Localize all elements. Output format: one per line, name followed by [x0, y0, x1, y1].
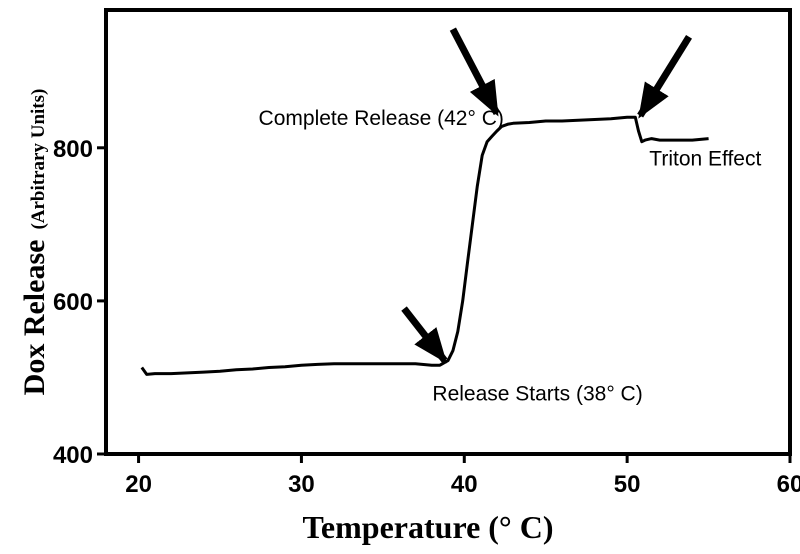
annotation-arrow — [637, 34, 693, 119]
x-tick-label: 40 — [451, 471, 478, 498]
annotation-label: Triton Effect — [649, 147, 761, 170]
annotation-arrow — [401, 306, 448, 364]
plot-frame — [104, 8, 792, 456]
x-tick-label: 30 — [288, 471, 315, 498]
x-tick-label: 60 — [777, 471, 800, 498]
y-axis-title: Dox Release (Arbitrary Units) — [18, 89, 51, 396]
x-tick-label: 20 — [125, 471, 152, 498]
y-axis-title-main: Dox Release — [18, 240, 51, 396]
series-line — [140, 115, 709, 376]
x-axis-title: Temperature (° C) — [303, 509, 554, 545]
annotation-label: Release Starts (38° C) — [432, 382, 642, 405]
x-tick-label: 50 — [614, 471, 641, 498]
y-axis-title-unit: (Arbitrary Units) — [28, 89, 49, 230]
annotation-arrow — [449, 27, 500, 117]
y-tick-label: 400 — [53, 442, 93, 469]
annotation-label: Complete Release (42° C) — [259, 107, 504, 130]
y-tick-label: 800 — [53, 136, 93, 163]
y-tick-label: 600 — [53, 289, 93, 316]
